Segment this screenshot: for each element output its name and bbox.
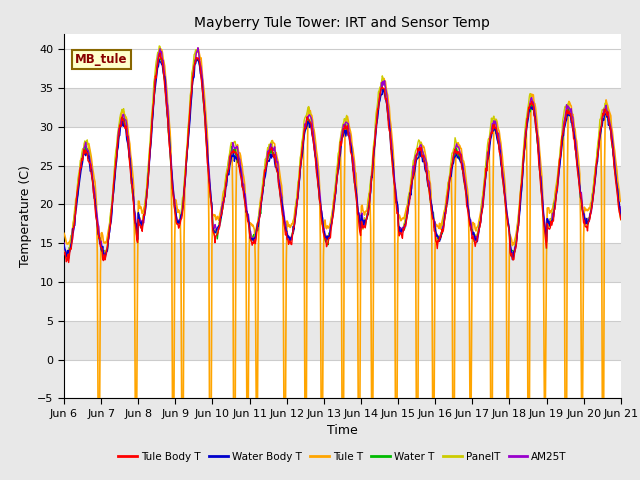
Y-axis label: Temperature (C): Temperature (C): [19, 165, 31, 267]
Bar: [64, 243, 621, 282]
Title: Mayberry Tule Tower: IRT and Sensor Temp: Mayberry Tule Tower: IRT and Sensor Temp: [195, 16, 490, 30]
Legend: Tule Body T, Water Body T, Tule T, Water T, PanelT, AM25T: Tule Body T, Water Body T, Tule T, Water…: [114, 448, 571, 466]
Bar: [64, 204, 621, 243]
Bar: [64, 360, 621, 398]
Bar: [64, 282, 621, 321]
Bar: [64, 49, 621, 88]
Bar: [64, 127, 621, 166]
Text: MB_tule: MB_tule: [75, 53, 127, 66]
X-axis label: Time: Time: [327, 424, 358, 437]
Bar: [64, 166, 621, 204]
Bar: [64, 321, 621, 360]
Bar: [64, 88, 621, 127]
